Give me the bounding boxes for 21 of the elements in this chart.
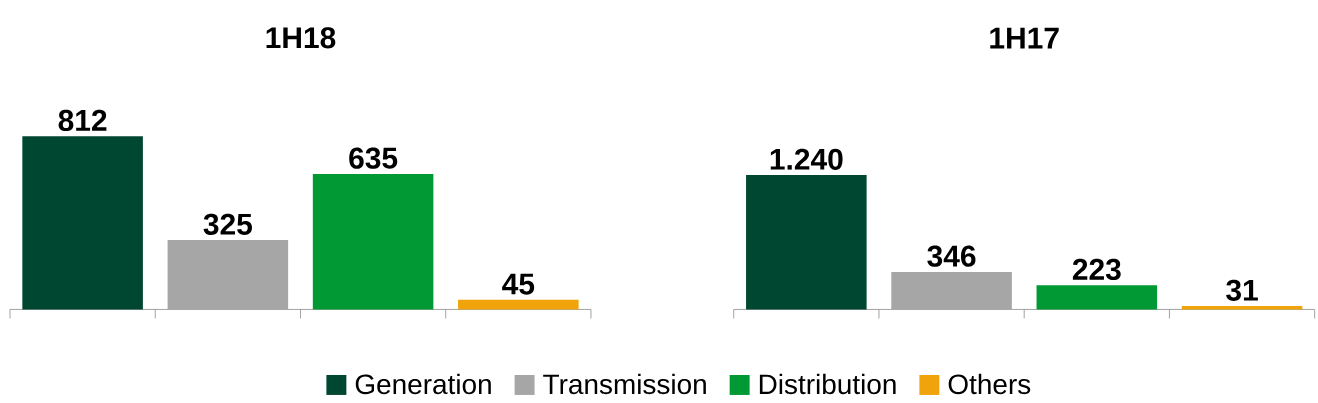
bar xyxy=(312,173,434,310)
data-label: 325 xyxy=(203,213,252,235)
bar xyxy=(891,271,1012,310)
data-label: 635 xyxy=(349,147,398,169)
bar xyxy=(746,174,867,310)
category-label: Others xyxy=(948,373,1031,395)
bar xyxy=(167,239,289,310)
bar xyxy=(1036,285,1158,310)
data-label: 45 xyxy=(502,273,535,295)
data-label: 812 xyxy=(58,109,107,131)
chart-title: 1H17 xyxy=(990,27,1059,49)
data-label: 31 xyxy=(1226,279,1258,301)
data-label: 223 xyxy=(1072,258,1121,280)
chart-title: 1H18 xyxy=(266,27,336,49)
category-label: Generation xyxy=(355,373,491,395)
category-label: Distribution xyxy=(759,373,896,395)
data-label: 346 xyxy=(927,245,976,267)
bar xyxy=(458,299,579,310)
data-label: 1.240 xyxy=(770,148,843,170)
bar xyxy=(22,136,143,310)
category-label: Transmission xyxy=(543,373,706,395)
